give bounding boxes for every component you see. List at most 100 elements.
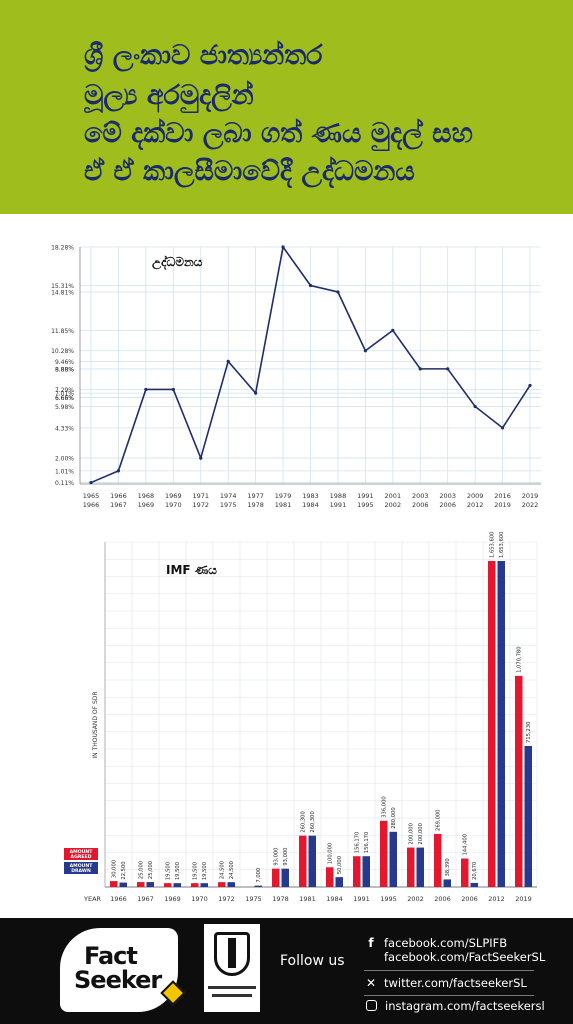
x-tick-label: 2019 xyxy=(515,895,532,903)
bar-data-label: 280,000 xyxy=(391,807,397,828)
bar-data-label: 19,500 xyxy=(166,862,172,880)
bar-amount-drawn xyxy=(362,856,370,887)
bar-data-label: 22,500 xyxy=(121,861,127,879)
bar-amount-agreed xyxy=(191,883,199,887)
bar-amount-drawn xyxy=(389,831,397,887)
x-tick-label-bottom: 2002 xyxy=(385,501,402,509)
data-point xyxy=(226,359,230,363)
legend-swatch-drawn xyxy=(64,862,98,874)
x-tick-label-top: 1969 xyxy=(165,492,182,500)
facebook-link-1[interactable]: f facebook.com/SLPIFB xyxy=(364,936,507,950)
data-point xyxy=(116,469,121,473)
y-tick-label: 18.28% xyxy=(51,245,74,252)
bar-amount-agreed xyxy=(137,882,145,887)
bar-data-label: 156,170 xyxy=(364,832,370,853)
bar-amount-agreed xyxy=(380,820,388,887)
chart-title: උද්ධමනය xyxy=(152,255,203,271)
x-tick-label-bottom: 1969 xyxy=(138,501,155,509)
bar-amount-drawn xyxy=(227,882,235,887)
data-point xyxy=(199,456,203,460)
x-tick-label-top: 1966 xyxy=(110,492,127,500)
bar-data-label: 19,500 xyxy=(175,862,181,880)
y-tick-label: 6.66% xyxy=(55,395,74,402)
institute-emblem-icon xyxy=(204,924,260,1012)
legend-label-line2: DRAWN xyxy=(71,868,91,874)
bar-data-label: 100,000 xyxy=(328,843,334,864)
x-tick-label: 2006 xyxy=(461,895,478,903)
twitter-link[interactable]: ✕ twitter.com/factseekerSL xyxy=(364,976,527,990)
bar-amount-agreed xyxy=(434,833,442,887)
x-tick-label-top: 1979 xyxy=(275,492,292,500)
x-tick-label-bottom: 2022 xyxy=(522,501,539,509)
follow-us-label: Follow us xyxy=(280,953,345,969)
bar-data-label: 38,390 xyxy=(445,858,451,876)
y-tick-label: 2.00% xyxy=(55,456,74,463)
bar-data-label: 269,000 xyxy=(436,810,442,831)
x-tick-label: 1978 xyxy=(272,895,289,903)
x-tick-label-top: 1971 xyxy=(192,492,209,500)
bar-data-label: 156,170 xyxy=(355,832,361,853)
x-tick-label: 1995 xyxy=(380,895,397,903)
x-tick-label-top: 2016 xyxy=(494,492,511,500)
x-tick-label: 1972 xyxy=(218,895,235,903)
x-tick-label-bottom: 2012 xyxy=(467,501,484,509)
bar-data-label: 19,500 xyxy=(193,862,199,880)
x-tick-label: 2002 xyxy=(407,895,424,903)
instagram-link[interactable]: instagram.com/factseekersl xyxy=(364,999,545,1013)
x-tick-label-top: 2009 xyxy=(467,492,484,500)
y-tick-label: 7.01% xyxy=(55,391,74,398)
data-point xyxy=(363,349,367,353)
instagram-icon xyxy=(366,1000,377,1011)
bar-data-label: 25,000 xyxy=(148,861,154,879)
bar-data-label: 144,400 xyxy=(463,834,469,855)
x-tick-label: 1969 xyxy=(164,895,181,903)
data-point xyxy=(144,387,148,392)
x-tick-label-bottom: 2006 xyxy=(439,501,456,509)
data-point xyxy=(418,367,422,371)
bar-data-label: 93,000 xyxy=(283,848,289,866)
bar-data-label: 7,000 xyxy=(256,868,262,883)
y-tick-label: 8.88% xyxy=(55,366,74,373)
x-tick-label: 2006 xyxy=(434,895,451,903)
bar-amount-drawn xyxy=(146,882,154,887)
instagram-text: instagram.com/factseekersl xyxy=(385,999,545,1013)
bar-data-label: 24,500 xyxy=(220,861,226,879)
bar-amount-agreed xyxy=(353,856,361,887)
x-tick-label-bottom: 1966 xyxy=(83,501,100,509)
x-tick-label: 2012 xyxy=(488,895,505,903)
data-point xyxy=(446,367,450,371)
emblem-pen-nib-icon xyxy=(228,938,236,968)
x-tick-label-bottom: 1970 xyxy=(165,501,182,509)
facebook-text-2: facebook.com/FactSeekerSL xyxy=(384,950,546,964)
emblem-caption xyxy=(208,986,256,989)
x-tick-label: 1967 xyxy=(137,895,154,903)
x-tick-label-bottom: 1984 xyxy=(302,501,319,509)
bar-amount-drawn xyxy=(416,847,424,887)
facebook-link-2[interactable]: facebook.com/FactSeekerSL xyxy=(384,950,545,964)
data-point xyxy=(391,328,395,332)
x-axis-label: YEAR xyxy=(83,895,102,903)
bar-data-label: 1,653,600 xyxy=(499,532,505,558)
x-tick-label-top: 1983 xyxy=(302,492,319,500)
bar-data-label: 25,000 xyxy=(139,861,145,879)
emblem-shield-icon xyxy=(214,932,250,976)
bar-amount-drawn xyxy=(173,883,181,887)
x-tick-label: 1981 xyxy=(299,895,316,903)
data-point xyxy=(308,283,313,288)
x-tick-label-bottom: 2006 xyxy=(412,501,429,509)
bar-amount-agreed xyxy=(461,858,469,887)
bar-amount-drawn xyxy=(254,885,262,887)
bar-amount-drawn xyxy=(308,835,316,887)
bar-amount-drawn xyxy=(119,882,127,887)
bar-amount-drawn xyxy=(470,882,478,887)
x-tick-label-bottom: 1991 xyxy=(330,501,347,509)
bar-data-label: 30,000 xyxy=(112,860,118,878)
y-axis-label: IN THOUSAND OF SDR xyxy=(92,691,99,758)
bar-amount-agreed xyxy=(326,867,334,887)
bar-amount-agreed xyxy=(218,882,226,887)
bar-amount-agreed xyxy=(272,868,280,887)
bar-data-label: 200,000 xyxy=(418,823,424,844)
x-tick-label-bottom: 1981 xyxy=(275,501,292,509)
chart-title: IMF ණය xyxy=(166,563,217,577)
